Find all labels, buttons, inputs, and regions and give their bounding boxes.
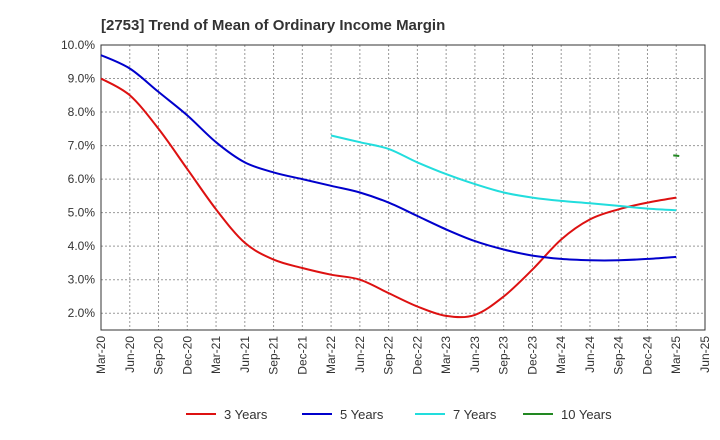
y-tick-label: 8.0% (68, 105, 96, 119)
x-tick-label: Sep-23 (497, 336, 511, 375)
y-axis-ticks: 2.0% 3.0% 4.0% 5.0% 6.0% 7.0% 8.0% 9.0% 10.0% (61, 38, 95, 320)
series-line-1 (100, 77, 677, 319)
plot-area (100, 44, 706, 331)
y-tick-label: 9.0% (68, 72, 96, 86)
x-tick-label: Dec-20 (180, 336, 194, 375)
legend-label-1: 3 Years (224, 407, 268, 422)
x-tick-label: Dec-24 (640, 336, 654, 375)
x-tick-label: Sep-22 (382, 336, 396, 375)
x-tick-label: Sep-20 (152, 336, 166, 375)
y-tick-label: 7.0% (68, 139, 96, 153)
legend: 3 Years 5 Years 7 Years 10 Years (186, 407, 612, 422)
y-tick-label: 6.0% (68, 172, 96, 186)
x-tick-label: Mar-23 (439, 336, 453, 374)
x-tick-label: Mar-22 (324, 336, 338, 374)
chart-title: [2753] Trend of Mean of Ordinary Income … (101, 17, 445, 34)
x-tick-label: Dec-22 (410, 336, 424, 375)
series-line-4 (673, 154, 680, 157)
x-tick-label: Jun-24 (583, 336, 597, 373)
x-tick-label: Mar-21 (209, 336, 223, 374)
y-tick-label: 10.0% (61, 38, 95, 52)
x-tick-label: Jun-23 (468, 336, 482, 373)
x-tick-label: Mar-20 (94, 336, 108, 374)
series-line-2 (100, 54, 677, 262)
x-axis-ticks: Mar-20 Jun-20 Sep-20 Dec-20 Mar-21 Jun-21 Sep-… (94, 336, 712, 375)
series-lines (100, 54, 680, 319)
x-tick-label: Dec-21 (295, 336, 309, 375)
x-tick-label: Jun-25 (698, 336, 712, 373)
y-tick-label: 2.0% (68, 306, 96, 320)
y-tick-label: 4.0% (68, 239, 96, 253)
x-tick-label: Jun-21 (238, 336, 252, 373)
series-line-3 (330, 134, 677, 212)
x-tick-label: Dec-23 (525, 336, 539, 375)
legend-label-2: 5 Years (340, 407, 384, 422)
legend-label-3: 7 Years (453, 407, 497, 422)
x-tick-label: Jun-20 (123, 336, 137, 373)
y-tick-label: 3.0% (68, 273, 96, 287)
x-tick-label: Mar-25 (669, 336, 683, 374)
x-tick-label: Sep-21 (267, 336, 281, 375)
y-tick-label: 5.0% (68, 206, 96, 220)
x-tick-label: Mar-24 (554, 336, 568, 374)
x-tick-label: Jun-22 (353, 336, 367, 373)
x-tick-label: Sep-24 (612, 336, 626, 375)
gridlines (101, 44, 705, 330)
legend-label-4: 10 Years (561, 407, 612, 422)
